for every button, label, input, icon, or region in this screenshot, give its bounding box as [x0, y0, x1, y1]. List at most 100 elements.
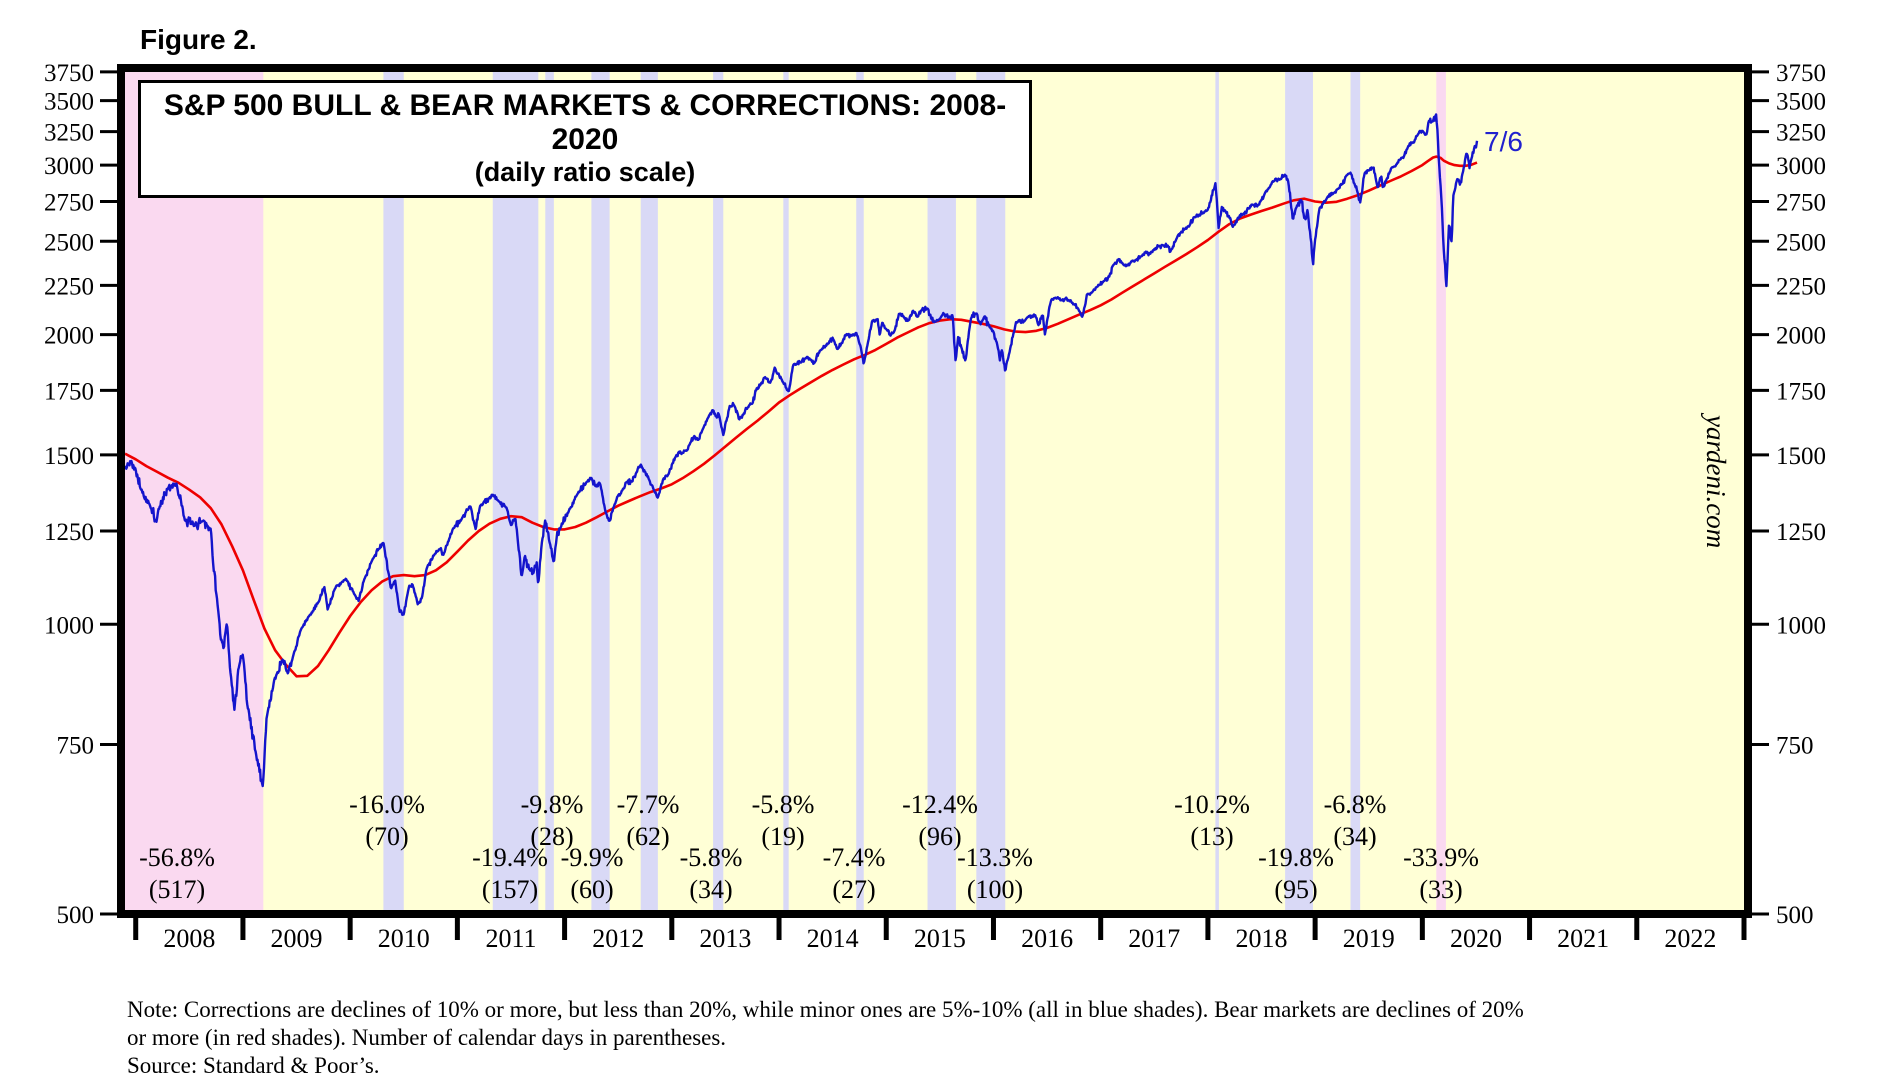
y-axis-label-left: 2250	[44, 273, 94, 300]
chart-title-box: S&P 500 BULL & BEAR MARKETS & CORRECTION…	[138, 80, 1032, 198]
x-axis-year-label: 2021	[1557, 924, 1609, 953]
y-axis-label-left: 500	[57, 902, 95, 929]
event-days-label: (19)	[761, 822, 804, 851]
correction-band	[545, 72, 554, 910]
event-decline-label: -7.7%	[617, 790, 680, 819]
event-decline-label: -10.2%	[1174, 790, 1250, 819]
event-decline-label: -12.4%	[902, 790, 978, 819]
x-axis-year-label: 2009	[271, 924, 323, 953]
watermark-yardeni: yardeni.com	[1701, 415, 1731, 549]
event-days-label: (34)	[1333, 822, 1376, 851]
event-days-label: (60)	[570, 875, 613, 904]
event-days-label: (34)	[689, 875, 732, 904]
event-days-label: (27)	[832, 875, 875, 904]
event-decline-label: -33.9%	[1403, 843, 1479, 872]
y-axis-label-right: 3000	[1776, 153, 1826, 180]
y-axis-label-left: 1000	[44, 612, 94, 639]
footnote-line-2: or more (in red shades). Number of calen…	[127, 1025, 727, 1050]
y-axis-label-right: 1500	[1776, 443, 1826, 470]
event-days-label: (517)	[149, 875, 205, 904]
y-axis-label-left: 750	[57, 733, 95, 760]
event-days-label: (28)	[530, 822, 573, 851]
correction-band	[1350, 72, 1361, 910]
y-axis-label-left: 1500	[44, 443, 94, 470]
event-decline-label: -16.0%	[349, 790, 425, 819]
y-axis-label-right: 2000	[1776, 323, 1826, 350]
event-decline-label: -7.4%	[823, 843, 886, 872]
bear-market-band	[125, 72, 264, 910]
y-axis-label-right: 2250	[1776, 273, 1826, 300]
x-axis-year-label: 2018	[1236, 924, 1288, 953]
y-axis-label-right: 3750	[1776, 60, 1826, 87]
y-axis-label-left: 3500	[44, 89, 94, 116]
sp500-line	[125, 113, 1479, 788]
y-axis-label-right: 1250	[1776, 519, 1826, 546]
correction-band	[856, 72, 864, 910]
x-axis-year-label: 2020	[1450, 924, 1502, 953]
event-decline-label: -13.3%	[957, 843, 1033, 872]
y-axis-label-right: 750	[1776, 733, 1814, 760]
event-days-label: (100)	[967, 875, 1023, 904]
y-axis-label-right: 2750	[1776, 189, 1826, 216]
x-axis-year-label: 2012	[592, 924, 644, 953]
x-axis-year-label: 2019	[1343, 924, 1395, 953]
y-axis-label-left: 1250	[44, 519, 94, 546]
event-decline-label: -9.9%	[561, 843, 624, 872]
y-axis-label-right: 500	[1776, 902, 1814, 929]
figure-label: Figure 2.	[140, 24, 257, 55]
y-axis-label-left: 2500	[44, 229, 94, 256]
event-decline-label: -6.8%	[1324, 790, 1387, 819]
y-axis-label-right: 1000	[1776, 612, 1826, 639]
x-axis-year-label: 2022	[1664, 924, 1716, 953]
footnote-line-1: Note: Corrections are declines of 10% or…	[127, 997, 1524, 1022]
x-axis-year-label: 2016	[1021, 924, 1073, 953]
x-axis-year-label: 2008	[163, 924, 215, 953]
y-axis-label-left: 3000	[44, 153, 94, 180]
y-axis-label-left: 3750	[44, 60, 94, 87]
event-days-label: (157)	[482, 875, 538, 904]
trend-line	[125, 155, 1478, 678]
y-axis-label-right: 3250	[1776, 120, 1826, 147]
last-date-label: 7/6	[1484, 126, 1523, 157]
chart-title: S&P 500 BULL & BEAR MARKETS & CORRECTION…	[163, 89, 1007, 156]
x-axis-year-label: 2017	[1128, 924, 1180, 953]
event-decline-label: -19.4%	[472, 843, 548, 872]
y-axis-label-left: 3250	[44, 120, 94, 147]
correction-band	[1215, 72, 1219, 910]
y-axis-label-right: 3500	[1776, 89, 1826, 116]
event-decline-label: -5.8%	[752, 790, 815, 819]
footnote-source: Source: Standard & Poor’s.	[127, 1053, 380, 1078]
correction-band	[383, 72, 404, 910]
correction-band	[713, 72, 724, 910]
y-axis-label-right: 1750	[1776, 378, 1826, 405]
correction-band	[492, 72, 539, 910]
x-axis-year-label: 2013	[699, 924, 751, 953]
correction-band	[783, 72, 789, 910]
y-axis-label-left: 2750	[44, 189, 94, 216]
event-days-label: (62)	[626, 822, 669, 851]
bear-market-band	[1436, 72, 1446, 910]
y-axis-label-left: 2000	[44, 323, 94, 350]
chart-subtitle: (daily ratio scale)	[474, 157, 696, 187]
event-days-label: (95)	[1274, 875, 1317, 904]
correction-band	[591, 72, 610, 910]
event-decline-label: -9.8%	[521, 790, 584, 819]
correction-band	[927, 72, 956, 910]
correction-band	[640, 72, 658, 910]
event-decline-label: -56.8%	[139, 843, 215, 872]
event-days-label: (13)	[1190, 822, 1233, 851]
x-axis-year-label: 2011	[485, 924, 536, 953]
event-days-label: (70)	[365, 822, 408, 851]
event-decline-label: -19.8%	[1258, 843, 1334, 872]
x-axis-year-label: 2014	[807, 924, 859, 953]
plot-border	[117, 64, 1752, 918]
event-decline-label: -5.8%	[680, 843, 743, 872]
y-axis-label-left: 1750	[44, 378, 94, 405]
y-axis-label-right: 2500	[1776, 229, 1826, 256]
footnote: Note: Corrections are declines of 10% or…	[127, 996, 1727, 1080]
x-axis-year-label: 2015	[914, 924, 966, 953]
event-days-label: (33)	[1419, 875, 1462, 904]
series-group	[125, 113, 1479, 788]
